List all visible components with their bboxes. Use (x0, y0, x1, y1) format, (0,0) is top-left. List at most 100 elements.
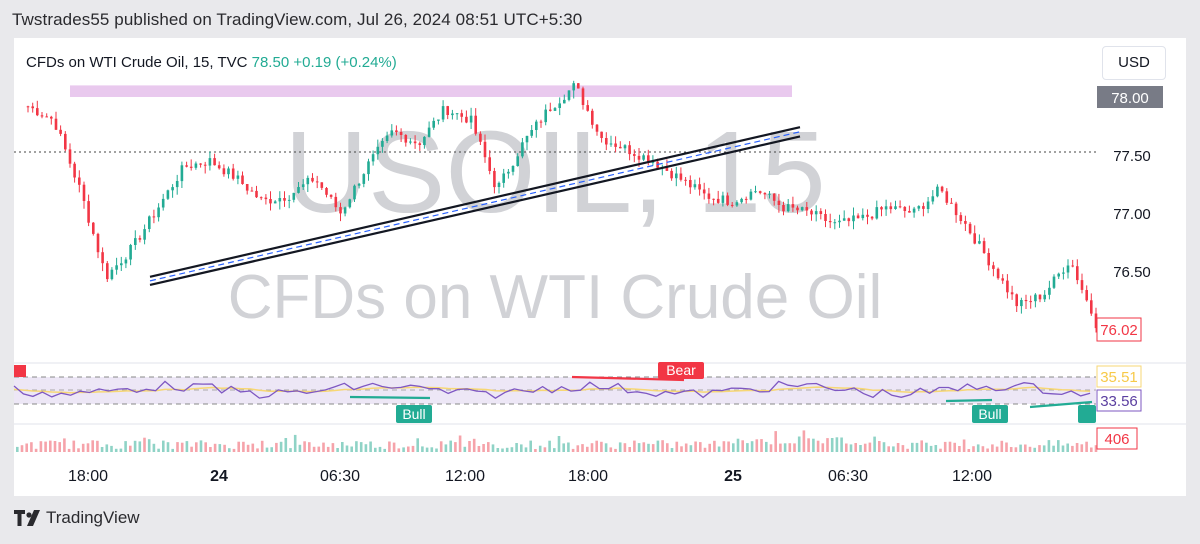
currency-button[interactable]: USD (1102, 46, 1166, 80)
candle-body (236, 175, 240, 179)
volume-bar (1057, 440, 1060, 452)
bear-label: Bear (666, 362, 696, 378)
footer-brand: TradingView (14, 508, 140, 528)
volume-bar (826, 438, 829, 452)
volume-bar (779, 443, 782, 452)
volume-bar (614, 448, 617, 452)
volume-bar (590, 443, 594, 452)
candle-body (423, 136, 426, 145)
candle-body (581, 88, 585, 105)
candle-body (842, 218, 846, 221)
candle-body (87, 201, 90, 223)
volume-bar (1090, 447, 1093, 452)
volume-bar (642, 442, 646, 452)
time-tick-label: 25 (724, 468, 742, 485)
candle-body (31, 106, 34, 109)
candle-body (884, 206, 888, 210)
volume-bar (958, 446, 961, 452)
volume-bar (96, 440, 99, 452)
watermark: USOIL, 15 CFDs on WTI Crude Oil (228, 107, 883, 332)
candle-body (483, 141, 487, 158)
volume-bar (821, 443, 825, 452)
symbol-description[interactable]: CFDs on WTI Crude Oil, 15, TVC (26, 54, 248, 71)
volume-bar (670, 448, 674, 452)
candle-body (665, 167, 669, 171)
footer-brand-name: TradingView (46, 508, 140, 527)
volume-bar (308, 442, 311, 452)
candle-body (954, 203, 958, 216)
candle-body (800, 207, 804, 211)
candle-body (217, 165, 221, 169)
candle-body (437, 119, 440, 121)
volume-bar (755, 439, 759, 452)
volume-bar (341, 442, 344, 452)
candle-body (54, 118, 58, 130)
divergence-lines (349, 375, 1093, 409)
candle-body (469, 115, 473, 123)
candle-body (50, 116, 53, 119)
candle-body (740, 198, 743, 203)
volume-bar (237, 441, 240, 452)
volume-bar (77, 448, 80, 452)
candle-body (329, 194, 333, 197)
volume-bar (929, 445, 933, 452)
volume-bar (1094, 445, 1098, 452)
candle-body (749, 191, 753, 200)
volume-bar (444, 444, 448, 452)
volume-bar (58, 442, 61, 452)
time-tick-label: 06:30 (828, 468, 868, 485)
volume-bar (190, 446, 193, 452)
volume-bar (849, 444, 853, 452)
candle-body (96, 233, 100, 253)
candle-body (208, 158, 212, 166)
candle-body (278, 198, 282, 202)
volume-bar (699, 442, 702, 452)
candle-body (908, 211, 911, 213)
volume-bar (986, 448, 989, 452)
volume-bar (557, 436, 561, 452)
candle-body (791, 204, 795, 208)
time-tick-label: 12:00 (445, 468, 485, 485)
candle-body (544, 109, 547, 123)
price-tick-label: 77.00 (1113, 206, 1151, 223)
candle-body (203, 164, 207, 166)
rsi-ma-value-label: 35.51 (1096, 365, 1142, 388)
volume-bar (854, 443, 857, 452)
volume-bar (378, 446, 382, 452)
candle-body (1024, 300, 1028, 302)
candle-body (465, 116, 468, 123)
candle-body (549, 109, 552, 111)
channel-mid-line (149, 131, 801, 282)
candle-body (493, 171, 496, 188)
volume-bar (802, 430, 806, 452)
volume-bar (359, 442, 363, 452)
volume-bar (228, 448, 231, 452)
candle-body (73, 163, 76, 178)
candles (26, 80, 1098, 333)
volume-bar (708, 443, 711, 452)
bull-label-1: Bull (402, 406, 425, 422)
rsi-value-label: 33.56 (1096, 389, 1142, 412)
time-tick-label: 18:00 (568, 468, 608, 485)
volume-bar (543, 447, 547, 452)
trend-channel[interactable] (149, 126, 801, 286)
volume-bar (845, 443, 848, 452)
candle-body (670, 170, 673, 179)
candle-body (572, 83, 575, 91)
candle-body (325, 188, 328, 195)
volume-bar (293, 434, 297, 452)
candle-body (152, 216, 156, 218)
volume-bar (863, 443, 867, 452)
volume-bar (1009, 447, 1013, 452)
time-axis: 18:00 24 06:30 12:00 18:00 25 06:30 12:00 (68, 468, 992, 485)
candle-body (922, 206, 925, 209)
volume-bar (812, 438, 815, 452)
volume-bar (152, 443, 156, 452)
bull-divergence-line (1029, 400, 1093, 409)
candle-body (418, 143, 422, 145)
volume-bar (439, 441, 443, 452)
volume-bar (783, 443, 787, 452)
candle-body (525, 135, 529, 143)
candle-body (59, 129, 62, 134)
